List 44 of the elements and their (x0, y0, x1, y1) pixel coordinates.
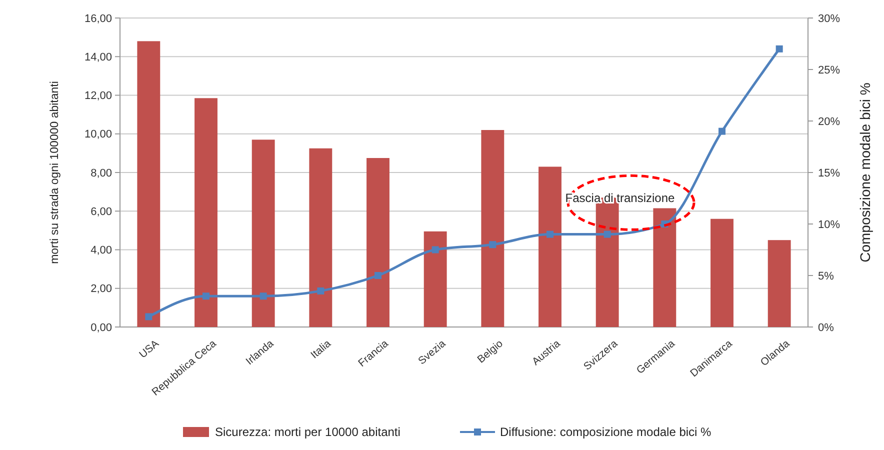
bar (137, 41, 160, 327)
point (776, 45, 783, 52)
y2-axis-title: Composizione modale bici % (857, 82, 873, 262)
y-tick-label: 6,00 (90, 206, 112, 218)
bar (538, 166, 562, 327)
legend-label: Diffusione: composizione modale bici % (500, 425, 712, 440)
y-tick-label: 16,00 (84, 12, 112, 25)
bar (481, 130, 504, 327)
bar (194, 98, 218, 327)
y2-tick-label: 30% (818, 12, 840, 25)
y-tick-label: 2,00 (90, 283, 112, 296)
point (432, 246, 439, 254)
point (604, 230, 611, 238)
y2-tick-label: 0% (818, 322, 834, 334)
y-axis-title: morti su strada ogni 100000 abitanti (49, 81, 61, 264)
legend-label: Sicurezza: morti per 10000 abitanti (215, 425, 400, 440)
bar (424, 231, 447, 327)
point (317, 287, 324, 294)
y-tick-label: 8,00 (90, 167, 112, 180)
point (202, 292, 210, 300)
bar (653, 208, 676, 327)
bar (309, 148, 332, 327)
y2-tick-label: 25% (818, 64, 840, 76)
point (145, 313, 152, 320)
y-tick-label: 14,00 (84, 51, 112, 64)
point (260, 292, 267, 300)
y-tick-label: 10,00 (84, 128, 112, 141)
y2-tick-label: 20% (818, 116, 840, 128)
x-tick-label: Italia (308, 338, 334, 362)
y-tick-label: 12,00 (84, 90, 112, 102)
point (374, 272, 382, 279)
bar (252, 140, 275, 327)
bar (366, 158, 390, 327)
y2-tick-label: 15% (818, 167, 840, 180)
y-tick-label: 4,00 (90, 244, 112, 257)
point (718, 128, 726, 135)
bar (768, 240, 791, 327)
point (489, 241, 496, 248)
bar (710, 218, 734, 327)
x-tick-label: USA (137, 338, 162, 361)
y-tick-label: 0,00 (90, 322, 112, 334)
y2-tick-label: 5% (818, 270, 834, 282)
y2-tick-label: 10% (818, 218, 840, 231)
point (546, 230, 554, 238)
